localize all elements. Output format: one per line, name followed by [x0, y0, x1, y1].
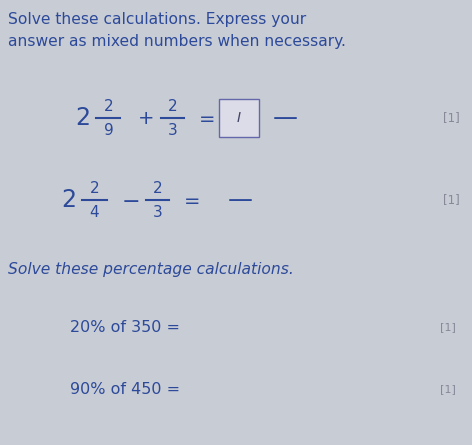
Text: $2$: $2$	[167, 98, 177, 114]
Text: 20% of 350 =: 20% of 350 =	[70, 320, 180, 335]
Text: $3$: $3$	[152, 204, 162, 220]
Text: $2$: $2$	[61, 188, 76, 212]
Text: $2$: $2$	[103, 98, 113, 114]
Text: Solve these percentage calculations.: Solve these percentage calculations.	[8, 262, 294, 277]
Text: [1]: [1]	[443, 112, 460, 125]
Text: $+$: $+$	[137, 109, 153, 128]
Text: $3$: $3$	[167, 122, 177, 138]
Text: $9$: $9$	[103, 122, 113, 138]
Text: $2$: $2$	[75, 106, 89, 130]
FancyBboxPatch shape	[219, 99, 259, 137]
Text: $2$: $2$	[89, 180, 99, 196]
Text: —: —	[272, 106, 297, 130]
Text: [1]: [1]	[440, 384, 456, 394]
Text: I: I	[237, 111, 241, 125]
Text: —: —	[228, 188, 253, 212]
Text: $-$: $-$	[121, 190, 139, 210]
Text: answer as mixed numbers when necessary.: answer as mixed numbers when necessary.	[8, 34, 346, 49]
Text: 90% of 450 =: 90% of 450 =	[70, 382, 180, 397]
Text: [1]: [1]	[443, 194, 460, 206]
Text: $=$: $=$	[195, 109, 215, 128]
Text: $2$: $2$	[152, 180, 162, 196]
Text: Solve these calculations. Express your: Solve these calculations. Express your	[8, 12, 306, 27]
Text: $4$: $4$	[89, 204, 100, 220]
Text: $=$: $=$	[180, 190, 200, 210]
Text: [1]: [1]	[440, 322, 456, 332]
